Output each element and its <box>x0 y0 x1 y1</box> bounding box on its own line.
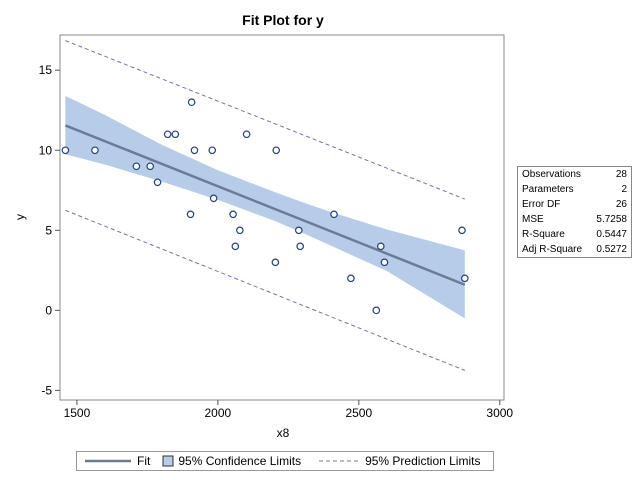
legend: Fit 95% Confidence Limits 95% Prediction… <box>76 451 494 471</box>
data-point <box>163 130 172 139</box>
fit-statistics-table: Observations 28 Parameters 2 Error DF 26… <box>517 166 632 258</box>
data-point <box>187 98 196 107</box>
stats-label: Adj R-Square <box>522 244 583 255</box>
data-point <box>61 146 70 155</box>
prediction-limit-upper <box>65 40 465 200</box>
legend-item-prediction: 95% Prediction Limits <box>317 454 480 468</box>
y-tick-label: -5 <box>41 383 52 397</box>
stats-row-adj-r-square: Adj R-Square 0.5272 <box>518 242 631 257</box>
y-tick-label: 5 <box>45 223 52 237</box>
stats-label: MSE <box>522 214 544 225</box>
stats-label: Observations <box>522 169 581 180</box>
data-point <box>377 242 385 251</box>
data-point <box>132 162 141 171</box>
data-point <box>231 242 240 251</box>
y-axis-label: y <box>13 214 27 220</box>
legend-label: 95% Prediction Limits <box>365 454 481 468</box>
x-tick-label: 3000 <box>486 406 513 420</box>
data-point <box>272 146 281 155</box>
plot-frame <box>59 34 505 401</box>
legend-label: 95% Confidence Limits <box>178 454 302 468</box>
stats-value: 28 <box>615 169 627 180</box>
confidence-band <box>65 95 465 319</box>
data-point <box>208 146 217 155</box>
legend-label: Fit <box>137 454 151 468</box>
stats-label: R-Square <box>522 229 565 240</box>
stats-row-r-square: R-Square 0.5447 <box>518 227 631 242</box>
stats-value: 5.7258 <box>596 214 627 225</box>
fit-line-layer <box>64 124 466 286</box>
legend-item-confidence: 95% Confidence Limits <box>162 454 301 468</box>
confidence-band-layer <box>65 95 465 319</box>
band-swatch-icon <box>162 455 174 467</box>
x-tick-label: 2500 <box>345 406 372 420</box>
y-tick-label: 10 <box>39 143 53 157</box>
stats-row-parameters: Parameters 2 <box>518 182 631 197</box>
fit-line <box>64 124 466 286</box>
data-point <box>153 178 162 187</box>
data-point <box>372 306 381 315</box>
data-point <box>380 258 389 267</box>
data-points-layer <box>61 98 469 315</box>
x-axis-label: x8 <box>277 426 290 440</box>
stats-value: 26 <box>615 199 627 210</box>
data-point <box>271 258 280 267</box>
legend-item-fit: Fit <box>83 454 150 468</box>
data-point <box>171 130 180 139</box>
prediction-limits-layer <box>65 40 466 371</box>
data-point <box>458 226 466 235</box>
stats-label: Parameters <box>522 184 574 195</box>
axes-layer: 1500 2000 2500 3000 -5 0 5 10 15 <box>39 63 514 420</box>
data-point <box>146 162 155 171</box>
data-point <box>330 210 338 219</box>
data-point <box>347 274 355 283</box>
dashed-line-swatch-icon <box>319 460 360 462</box>
y-tick-label: 15 <box>39 63 53 77</box>
stats-row-mse: MSE 5.7258 <box>518 212 631 227</box>
prediction-limit-lower <box>65 209 466 371</box>
data-point <box>91 146 99 155</box>
stats-row-error-df: Error DF 26 <box>518 197 631 212</box>
data-point <box>229 210 237 219</box>
data-point <box>461 274 469 283</box>
data-point <box>236 226 244 235</box>
data-point <box>209 194 218 203</box>
fit-line-swatch-icon <box>85 459 131 463</box>
stats-value: 2 <box>621 184 627 195</box>
y-tick-label: 0 <box>45 303 52 317</box>
data-point <box>190 146 199 155</box>
data-point <box>294 226 303 235</box>
stats-value: 0.5272 <box>596 244 627 255</box>
data-point <box>186 210 195 219</box>
stats-label: Error DF <box>522 199 561 210</box>
stats-value: 0.5447 <box>596 229 627 240</box>
data-point <box>296 242 304 251</box>
chart-title: Fit Plot for y <box>242 12 324 28</box>
stats-row-observations: Observations 28 <box>518 167 631 182</box>
data-point <box>242 130 251 139</box>
x-tick-label: 2000 <box>205 406 232 420</box>
x-tick-label: 1500 <box>64 406 91 420</box>
